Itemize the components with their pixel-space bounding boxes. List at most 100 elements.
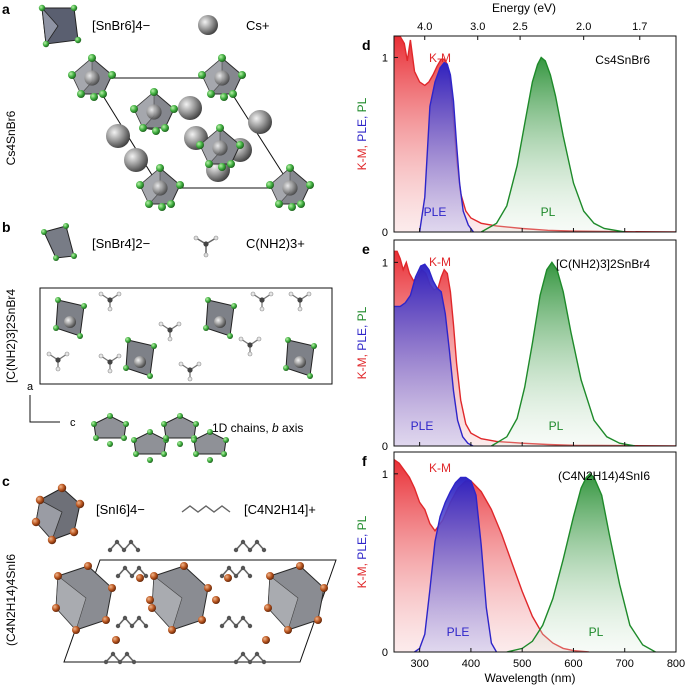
snbr4-unit xyxy=(203,297,237,339)
chain-octahedron xyxy=(161,413,199,447)
legend-label: [SnI6]4− xyxy=(96,502,145,517)
x-axis-title: Wavelength (nm) xyxy=(485,671,576,685)
structure-panel-a: a [SnBr6]4− Cs+ Cs4SnBr6 xyxy=(2,1,314,211)
series-line-ple xyxy=(414,476,498,652)
series-line-pl xyxy=(506,472,656,652)
y-tick-label: 1 xyxy=(382,469,388,481)
structure-panel-b: b [SnBr4]2− C(NH2)3+ [C(NH2)3]2SnBr4 a c… xyxy=(2,219,333,463)
legend-label: C(NH2)3+ xyxy=(246,236,305,251)
legend-label: [SnBr4]2− xyxy=(92,236,150,251)
plot-frame xyxy=(393,239,677,447)
panel-letter: c xyxy=(2,473,10,489)
organic-cation xyxy=(115,615,149,629)
series-label: K-M xyxy=(429,255,451,269)
top-tick-label: 1.7 xyxy=(632,21,647,33)
organic-cation xyxy=(233,539,267,553)
compound-label: (C4N2H14)4SnI6 xyxy=(558,469,650,483)
panel-letter: b xyxy=(2,219,11,235)
y-tick-label: 0 xyxy=(382,441,388,453)
organic-cation xyxy=(107,539,141,553)
series-line-pl xyxy=(480,56,625,232)
snbr4-legend-icon xyxy=(41,223,77,261)
plot-frame xyxy=(393,35,677,233)
spectrum-panel-d: 0 1d Cs4SnBr6 K-M PLE PL K-M, PLE, PL xyxy=(355,35,677,239)
organic-cation xyxy=(219,565,253,579)
sn-octahedron-legend-icon xyxy=(38,4,82,48)
series-area-ple xyxy=(414,477,497,652)
snbr6-octahedron xyxy=(68,54,116,101)
series-area-pl xyxy=(506,473,656,652)
y-axis-label: K-M, PLE, PL xyxy=(355,97,369,170)
top-tick-label: 4.0 xyxy=(417,21,432,33)
spectrum-panel-e: 0 1e [C(NH2)3]2SnBr4 K-M PLE PL K-M, PLE, PL xyxy=(355,239,677,453)
sni6-octahedron xyxy=(148,562,212,634)
series-label: PL xyxy=(589,625,604,639)
series-label: PL xyxy=(541,205,556,219)
series-area-pl xyxy=(491,262,635,446)
iodide-atom xyxy=(212,596,220,604)
compound-label: Cs4SnBr6 xyxy=(595,53,650,67)
organic-cation-legend-icon xyxy=(181,505,231,513)
guanidinium-molecule xyxy=(238,336,262,357)
snbr6-octahedron xyxy=(130,88,178,135)
snbr6-octahedron xyxy=(198,54,246,101)
x-tick-label: 300 xyxy=(410,658,428,670)
chain-octahedron xyxy=(191,429,229,463)
organic-cation xyxy=(115,565,149,579)
snbr4-unit xyxy=(53,297,87,339)
compound-label: (C4N2H14)4SnI6 xyxy=(4,554,18,646)
y-tick-label: 0 xyxy=(382,647,388,659)
top-tick-label: 2.0 xyxy=(576,21,591,33)
guanidinium-molecule xyxy=(178,361,202,382)
series-line-pl xyxy=(491,261,636,446)
compound-label: Cs4SnBr6 xyxy=(4,110,18,165)
legend-label: [SnBr6]4− xyxy=(92,18,150,33)
structure-panel-c: c [SnI6]4− [C4N2H14]+ (C4N2H14)4SnI6 xyxy=(2,473,337,665)
sni6-legend-icon xyxy=(31,483,85,545)
iodide-atom xyxy=(136,574,144,582)
x-tick-label: 700 xyxy=(616,658,634,670)
guanidinium-legend-icon xyxy=(193,235,219,258)
iodide-atom xyxy=(262,636,270,644)
series-line-ple xyxy=(394,263,474,446)
series-label: PL xyxy=(549,419,564,433)
snbr4-unit xyxy=(123,337,157,379)
cs-atom xyxy=(106,124,130,148)
y-axis-label: K-M, PLE, PL xyxy=(355,306,369,379)
series-area-pl xyxy=(481,57,625,232)
iodide-atom xyxy=(146,596,154,604)
organic-cation xyxy=(103,651,137,665)
axis-indicator xyxy=(29,395,60,423)
series-label: K-M xyxy=(429,461,451,475)
iodide-atom xyxy=(112,636,120,644)
sni6-octahedron xyxy=(264,562,328,634)
cs-atom xyxy=(178,96,202,120)
compound-label: [C(NH2)3]2SnBr4 xyxy=(4,289,18,383)
top-tick-label: 3.0 xyxy=(470,21,485,33)
cs-atom xyxy=(248,110,272,134)
sni6-octahedron xyxy=(52,562,116,634)
chain-octahedron xyxy=(131,429,169,463)
plot-frame xyxy=(393,451,677,653)
energy-axis: 4.0 3.0 2.5 2.0 1.7 xyxy=(417,21,647,40)
guanidinium-molecule xyxy=(158,321,182,342)
y-tick-label: 1 xyxy=(382,257,388,269)
snbr6-octahedron xyxy=(196,124,244,171)
panel-letter: d xyxy=(362,37,371,53)
series-label: PLE xyxy=(447,625,470,639)
guanidinium-molecule xyxy=(98,353,122,374)
top-tick-label: 2.5 xyxy=(512,21,527,33)
panel-letter: a xyxy=(2,1,10,17)
snbr4-unit xyxy=(283,337,317,379)
legend-label: Cs+ xyxy=(246,18,269,33)
y-axis-label: K-M, PLE, PL xyxy=(355,515,369,588)
crystal-structure-b xyxy=(46,291,317,382)
x-tick-label: 500 xyxy=(513,658,531,670)
y-tick-label: 1 xyxy=(382,52,388,64)
series-area-ple xyxy=(394,264,473,446)
panel-letter: e xyxy=(362,241,370,257)
top-axis-title: Energy (eV) xyxy=(492,1,556,15)
guanidinium-molecule xyxy=(46,351,70,372)
series-line-ple xyxy=(418,61,475,232)
1d-chain-illustration xyxy=(91,413,229,463)
